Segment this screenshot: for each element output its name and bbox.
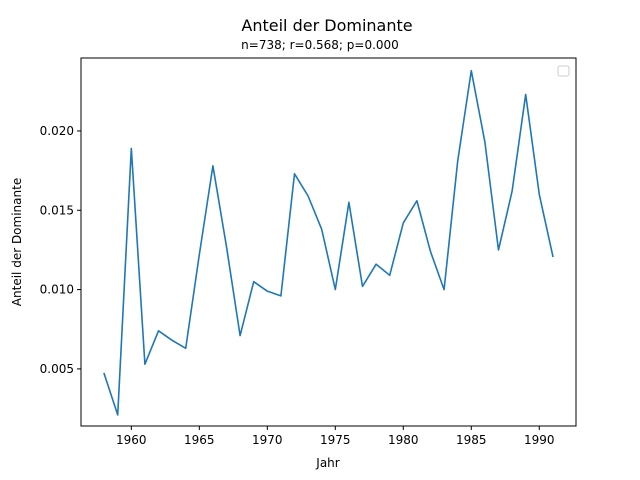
y-tick-label: 0.020 xyxy=(40,124,74,138)
series-group xyxy=(103,69,554,416)
x-tick-label: 1990 xyxy=(524,433,555,447)
x-tick-label: 1980 xyxy=(388,433,419,447)
y-tick-label: 0.015 xyxy=(40,203,74,217)
x-tick-label: 1970 xyxy=(252,433,283,447)
chart-title: Anteil der Dominante xyxy=(241,16,412,35)
y-tick-label: 0.010 xyxy=(40,283,74,297)
x-axis-label: Jahr xyxy=(315,456,339,470)
y-tick-label: 0.005 xyxy=(40,362,74,376)
x-tick-label: 1985 xyxy=(456,433,487,447)
legend-box xyxy=(557,65,570,77)
plot-area xyxy=(80,57,577,427)
x-axis: 1960 1965 1970 1975 1980 1985 1990 xyxy=(116,426,555,447)
y-axis: 0.005 0.010 0.015 0.020 xyxy=(40,124,81,376)
plot-background xyxy=(81,58,576,426)
y-axis-label: Anteil der Dominante xyxy=(10,178,24,306)
x-tick-label: 1975 xyxy=(320,433,351,447)
x-tick-label: 1965 xyxy=(184,433,215,447)
plot-frame xyxy=(80,57,577,427)
chart-subtitle: n=738; r=0.568; p=0.000 xyxy=(241,38,399,52)
series-line xyxy=(103,69,554,416)
x-tick-label: 1960 xyxy=(116,433,147,447)
